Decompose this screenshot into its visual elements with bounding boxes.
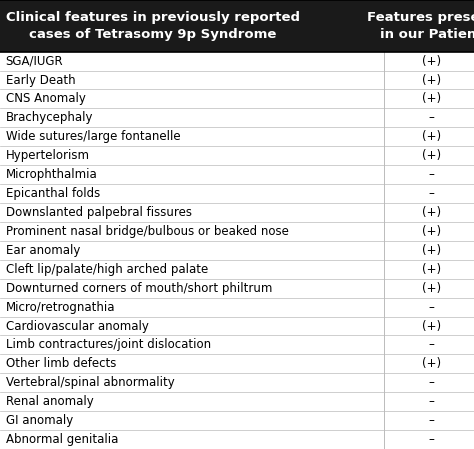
Text: Early Death: Early Death	[6, 74, 75, 87]
Text: (+): (+)	[422, 206, 441, 219]
Text: (+): (+)	[422, 225, 441, 238]
Bar	[0, 411, 474, 430]
Text: –: –	[428, 376, 434, 389]
Text: –: –	[428, 339, 434, 352]
Bar	[0, 184, 474, 203]
Bar	[0, 392, 474, 411]
Text: –: –	[428, 168, 434, 181]
Bar	[0, 354, 474, 373]
Bar	[0, 128, 474, 146]
Text: SGA/IUGR: SGA/IUGR	[6, 55, 64, 68]
Bar	[0, 260, 474, 279]
Text: (+): (+)	[422, 74, 441, 87]
Bar	[0, 373, 474, 392]
Text: (+): (+)	[422, 244, 441, 257]
Text: –: –	[428, 414, 434, 427]
Text: Wide sutures/large fontanelle: Wide sutures/large fontanelle	[6, 130, 180, 143]
Text: Ear anomaly: Ear anomaly	[6, 244, 80, 257]
Text: (+): (+)	[422, 282, 441, 295]
Text: (+): (+)	[422, 320, 441, 333]
Bar	[0, 222, 474, 241]
Text: Downturned corners of mouth/short philtrum: Downturned corners of mouth/short philtr…	[6, 282, 272, 295]
Text: Downslanted palpebral fissures: Downslanted palpebral fissures	[6, 206, 191, 219]
Bar	[0, 52, 474, 70]
Text: –: –	[428, 187, 434, 200]
Bar	[0, 298, 474, 317]
Text: GI anomaly: GI anomaly	[6, 414, 73, 427]
Text: (+): (+)	[422, 92, 441, 106]
Bar	[0, 0, 474, 52]
Bar	[0, 70, 474, 89]
Text: Microphthalmia: Microphthalmia	[6, 168, 98, 181]
Text: –: –	[428, 300, 434, 313]
Bar	[0, 89, 474, 108]
Text: Abnormal genitalia: Abnormal genitalia	[6, 433, 118, 446]
Text: Limb contractures/joint dislocation: Limb contractures/joint dislocation	[6, 339, 211, 352]
Text: Vertebral/spinal abnormality: Vertebral/spinal abnormality	[6, 376, 174, 389]
Text: –: –	[428, 433, 434, 446]
Text: Micro/retrognathia: Micro/retrognathia	[6, 300, 115, 313]
Text: (+): (+)	[422, 55, 441, 68]
Bar	[0, 108, 474, 128]
Text: (+): (+)	[422, 357, 441, 370]
Text: Epicanthal folds: Epicanthal folds	[6, 187, 100, 200]
Bar	[0, 203, 474, 222]
Text: Cardiovascular anomaly: Cardiovascular anomaly	[6, 320, 148, 333]
Text: Brachycephaly: Brachycephaly	[6, 111, 93, 124]
Bar	[0, 335, 474, 354]
Text: Hypertelorism: Hypertelorism	[6, 149, 90, 162]
Text: CNS Anomaly: CNS Anomaly	[6, 92, 86, 106]
Text: (+): (+)	[422, 130, 441, 143]
Bar	[0, 146, 474, 165]
Text: Clinical features in previously reported
cases of Tetrasomy 9p Syndrome: Clinical features in previously reported…	[6, 11, 300, 41]
Text: (+): (+)	[422, 149, 441, 162]
Bar	[0, 317, 474, 335]
Text: Features present
in our Patient: Features present in our Patient	[367, 11, 474, 41]
Text: –: –	[428, 395, 434, 408]
Text: Other limb defects: Other limb defects	[6, 357, 116, 370]
Bar	[0, 430, 474, 449]
Text: Prominent nasal bridge/bulbous or beaked nose: Prominent nasal bridge/bulbous or beaked…	[6, 225, 289, 238]
Bar	[0, 241, 474, 260]
Text: Cleft lip/palate/high arched palate: Cleft lip/palate/high arched palate	[6, 263, 208, 276]
Text: Renal anomaly: Renal anomaly	[6, 395, 93, 408]
Bar	[0, 165, 474, 184]
Bar	[0, 279, 474, 298]
Text: –: –	[428, 111, 434, 124]
Text: (+): (+)	[422, 263, 441, 276]
